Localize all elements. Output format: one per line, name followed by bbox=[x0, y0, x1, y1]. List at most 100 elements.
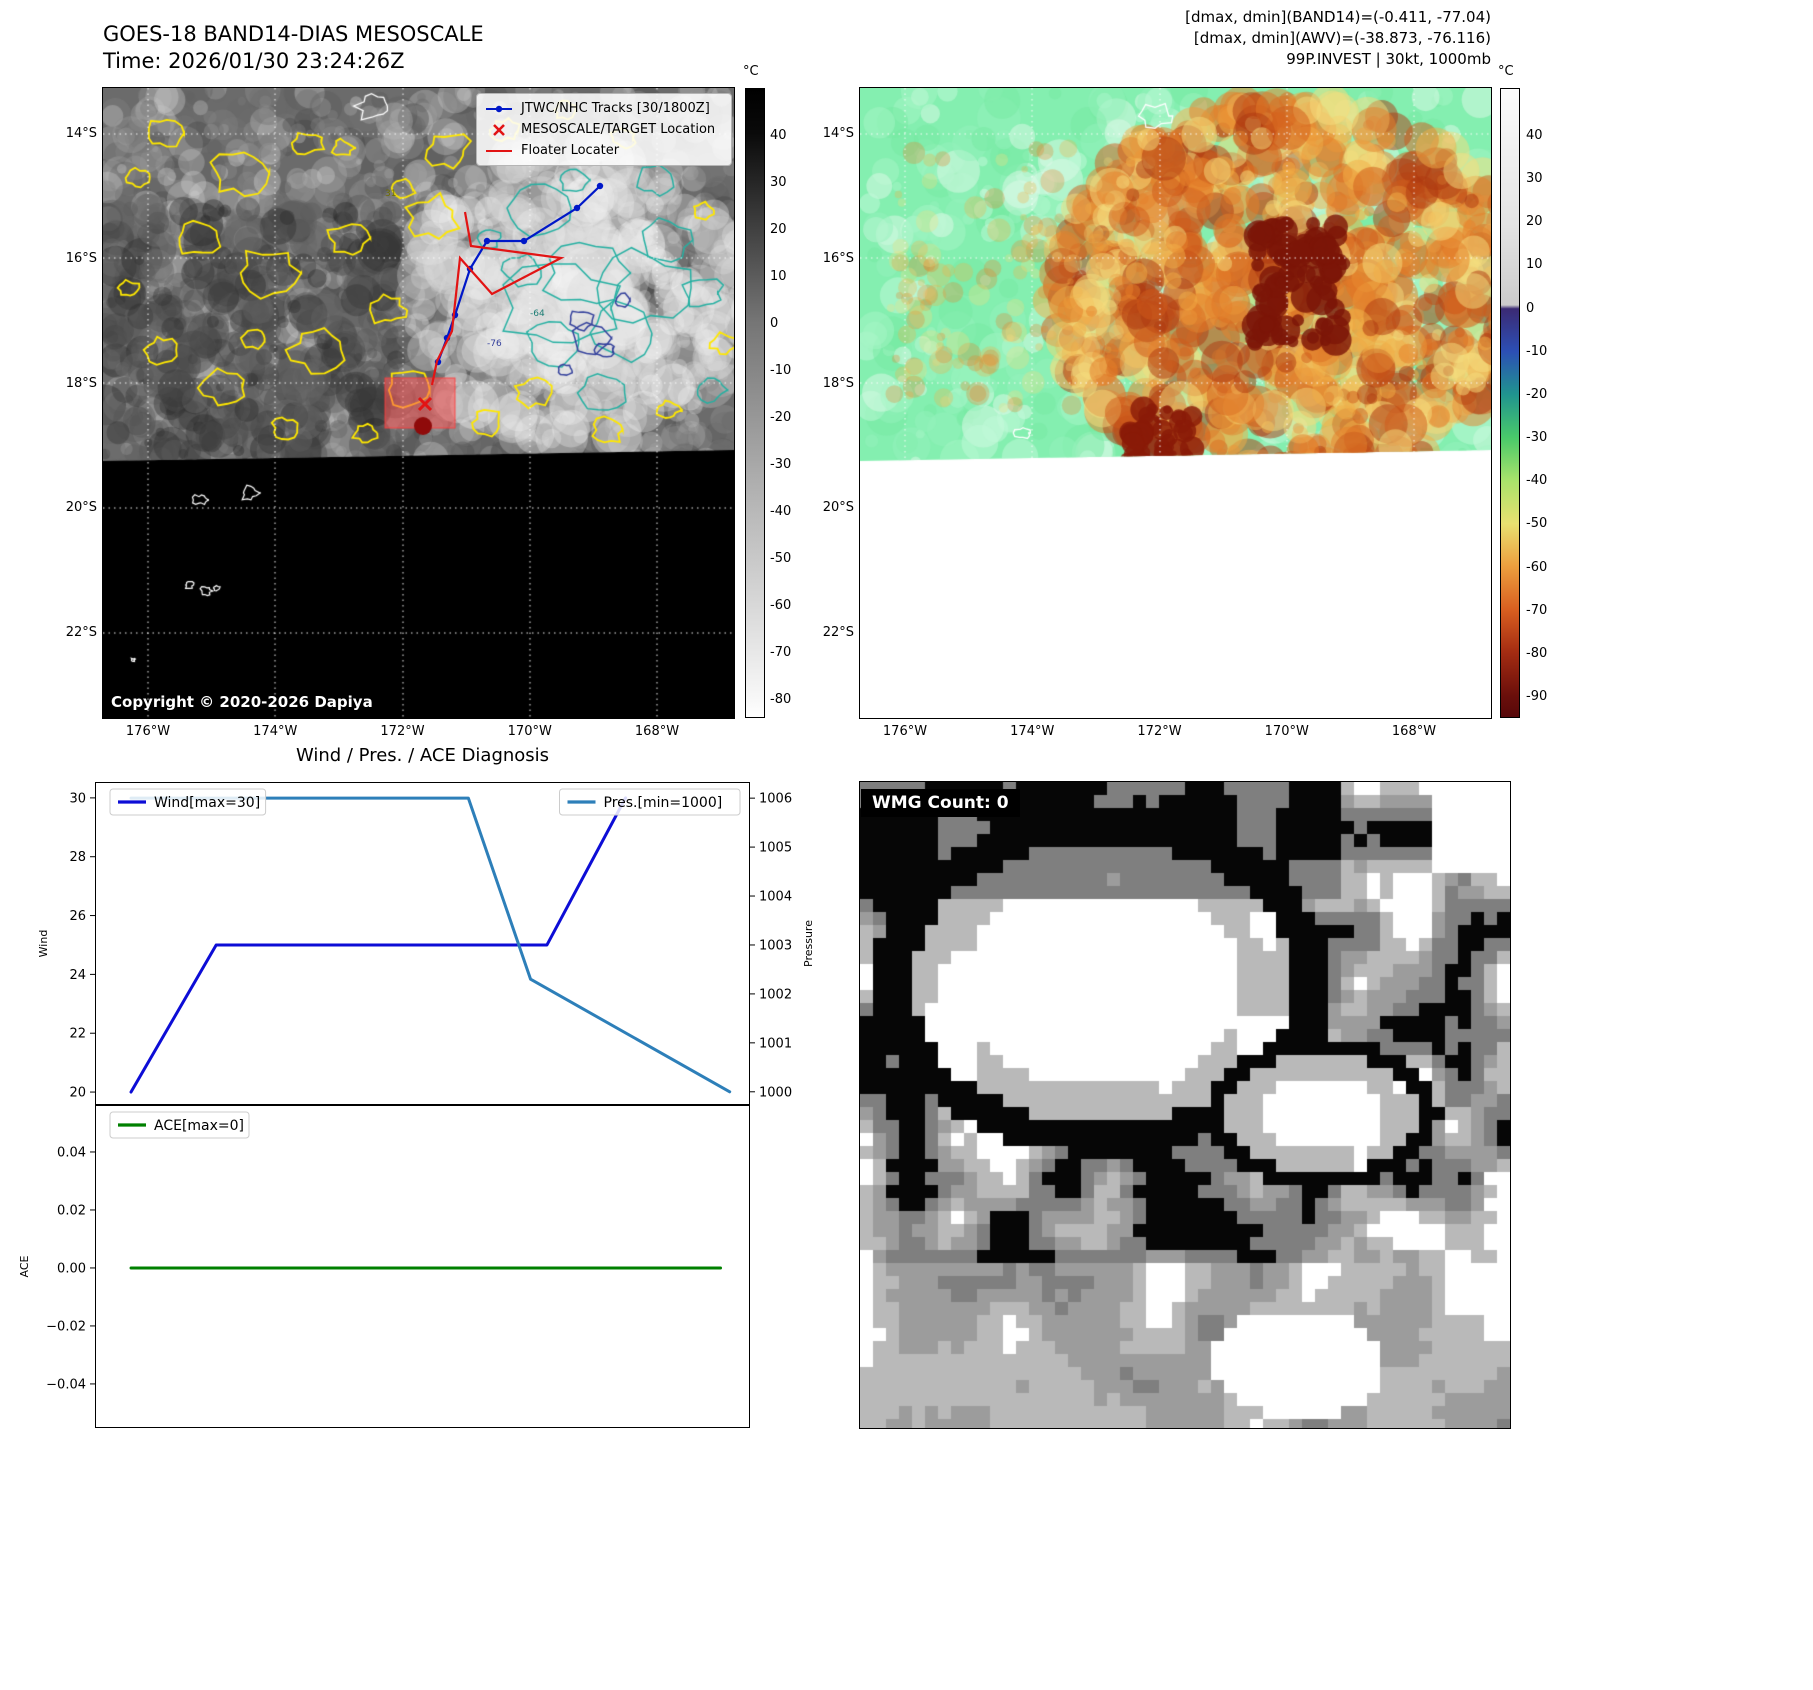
tl-title: GOES-18 BAND14-DIAS MESOSCALE bbox=[103, 22, 484, 46]
tl-lat-tick: 14°S bbox=[65, 126, 97, 141]
y-axis-label: Wind bbox=[37, 930, 50, 958]
chart-legend-label: ACE[max=0] bbox=[154, 1118, 244, 1134]
wmg-count-label: WMG Count: 0 bbox=[861, 789, 1020, 817]
tr-stats-band14: [dmax, dmin](BAND14)=(-0.411, -77.04) bbox=[1185, 8, 1491, 26]
y2-tick-label: 1005 bbox=[759, 841, 792, 856]
tr-colorbar-unit: °C bbox=[1498, 64, 1514, 79]
tl-colorbar-tick: -70 bbox=[770, 645, 792, 660]
floater-locater-line bbox=[430, 211, 565, 386]
tr-lat-tick: 14°S bbox=[822, 126, 854, 141]
series-line-pres-min-1000- bbox=[129, 796, 732, 1094]
tr-lon-tick: 170°W bbox=[1264, 724, 1309, 739]
track-point-marker bbox=[596, 182, 604, 190]
map-legend-label: JTWC/NHC Tracks [30/1800Z] bbox=[521, 101, 710, 116]
wind-pres-ace-charts: 20 22 24 26 28 30 1000 1001 1002 1003 1004 1005 1006… bbox=[20, 782, 815, 1428]
y-tick-label: 30 bbox=[69, 791, 86, 806]
tr-colorbar-tick: 0 bbox=[1526, 300, 1535, 316]
chart-title: Wind / Pres. / ACE Diagnosis bbox=[295, 745, 550, 766]
tl-lon-tick: 172°W bbox=[380, 724, 425, 739]
wmg-image bbox=[859, 781, 1511, 1429]
copyright-text: Copyright © 2020-2026 Dapiya bbox=[111, 693, 373, 711]
chart-legend-label: Wind[max=30] bbox=[154, 795, 260, 811]
y-tick-label: 22 bbox=[69, 1027, 86, 1042]
tl-colorbar bbox=[745, 88, 765, 718]
tl-colorbar-tick: 40 bbox=[770, 128, 787, 143]
y2-tick-label: 1001 bbox=[759, 1036, 792, 1051]
tr-colorbar-tick: -10 bbox=[1526, 343, 1548, 359]
tr-stats-awv: [dmax, dmin](AWV)=(-38.873, -76.116) bbox=[1193, 29, 1491, 47]
tl-lon-tick: 176°W bbox=[125, 724, 171, 739]
track-point-marker bbox=[520, 237, 528, 245]
tl-lon-tick: 170°W bbox=[507, 724, 552, 739]
map-legend-item: JTWC/NHC Tracks [30/1800Z] bbox=[484, 98, 724, 119]
chart-axes-0 bbox=[95, 782, 750, 1105]
tl-colorbar-tick: -80 bbox=[770, 692, 792, 707]
contour-label: 31 bbox=[385, 189, 396, 199]
tr-colorbar-tick: -60 bbox=[1526, 559, 1548, 575]
track-sample-icon bbox=[486, 105, 512, 112]
tl-colorbar-tick: 20 bbox=[770, 222, 787, 237]
chart-legend-label: Pres.[min=1000] bbox=[604, 795, 723, 811]
track-point-marker bbox=[573, 204, 581, 212]
y-tick-label: 0.04 bbox=[57, 1145, 86, 1160]
tr-colorbar-tick: 10 bbox=[1526, 257, 1543, 273]
jtwc-track-line bbox=[436, 185, 601, 363]
band14-map-overlay: 31 -64 -76 bbox=[385, 182, 604, 412]
y-tick-label: 20 bbox=[69, 1086, 86, 1101]
tl-lat-tick: 18°S bbox=[65, 375, 97, 391]
map-legend-item: Floater Locater bbox=[484, 140, 724, 161]
tl-lat-tick: 16°S bbox=[65, 250, 97, 266]
tr-lat-tick: 16°S bbox=[822, 250, 854, 266]
chart-legend-box bbox=[109, 788, 267, 816]
y-tick-label: −0.02 bbox=[46, 1319, 86, 1334]
tl-lon-tick: 168°W bbox=[634, 724, 680, 739]
tl-colorbar-tick: 0 bbox=[770, 316, 779, 331]
tl-colorbar-tick: -10 bbox=[770, 363, 792, 378]
y-tick-label: −0.04 bbox=[46, 1377, 86, 1392]
tl-colorbar-tick: 10 bbox=[770, 269, 787, 284]
tr-lat-tick: 18°S bbox=[822, 375, 854, 391]
tl-lat-tick: 20°S bbox=[65, 500, 97, 516]
tl-colorbar-tick: -30 bbox=[770, 457, 792, 472]
y-tick-label: 26 bbox=[69, 909, 86, 924]
y-tick-label: 0.00 bbox=[57, 1261, 86, 1276]
tr-colorbar-tick: 40 bbox=[1526, 128, 1543, 143]
chart-axes-1 bbox=[95, 1105, 750, 1428]
y-tick-label: 0.02 bbox=[57, 1203, 86, 1218]
y2-axis-label: Pressure bbox=[802, 920, 815, 967]
y-axis-label: ACE bbox=[20, 1255, 31, 1277]
tr-colorbar-tick: -80 bbox=[1526, 645, 1548, 661]
tr-colorbar-tick: -90 bbox=[1526, 688, 1548, 704]
tl-colorbar-tick: 30 bbox=[770, 175, 787, 190]
tr-lat-tick: 20°S bbox=[822, 500, 854, 516]
y-tick-label: 24 bbox=[69, 968, 86, 983]
tr-colorbar-tick: -40 bbox=[1526, 473, 1548, 489]
tl-colorbar-tick: -40 bbox=[770, 504, 792, 519]
y-tick-label: 28 bbox=[69, 850, 86, 865]
tr-lon-tick: 172°W bbox=[1137, 724, 1182, 739]
y2-tick-label: 1000 bbox=[759, 1085, 792, 1100]
y2-tick-label: 1004 bbox=[759, 890, 792, 905]
tl-colorbar-tick: -20 bbox=[770, 410, 792, 425]
tr-invest-status: 99P.INVEST | 30kt, 1000mb bbox=[1286, 50, 1491, 68]
target-x-sample-icon bbox=[493, 123, 505, 136]
band14-satellite-map bbox=[102, 87, 735, 719]
tl-lat-tick: 22°S bbox=[65, 625, 97, 640]
y2-tick-label: 1002 bbox=[759, 987, 792, 1002]
tl-colorbar-tick: -60 bbox=[770, 598, 792, 613]
tr-colorbar-tick: -30 bbox=[1526, 430, 1548, 446]
tr-colorbar-tick: -70 bbox=[1526, 602, 1548, 618]
chart-legend-box bbox=[109, 1111, 250, 1139]
tr-colorbar-tick: -20 bbox=[1526, 386, 1548, 402]
contour-label: -76 bbox=[487, 339, 502, 349]
map-legend-item: MESOSCALE/TARGET Location bbox=[484, 119, 724, 140]
tr-lon-tick: 174°W bbox=[1010, 724, 1055, 739]
track-point-marker bbox=[483, 237, 491, 245]
y2-tick-label: 1003 bbox=[759, 938, 792, 953]
tr-lon-tick: 176°W bbox=[882, 724, 928, 739]
target-x-marker bbox=[417, 396, 433, 412]
map-legend-label: Floater Locater bbox=[521, 143, 620, 158]
y2-tick-label: 1006 bbox=[759, 792, 792, 807]
tl-lon-tick: 174°W bbox=[253, 724, 298, 739]
